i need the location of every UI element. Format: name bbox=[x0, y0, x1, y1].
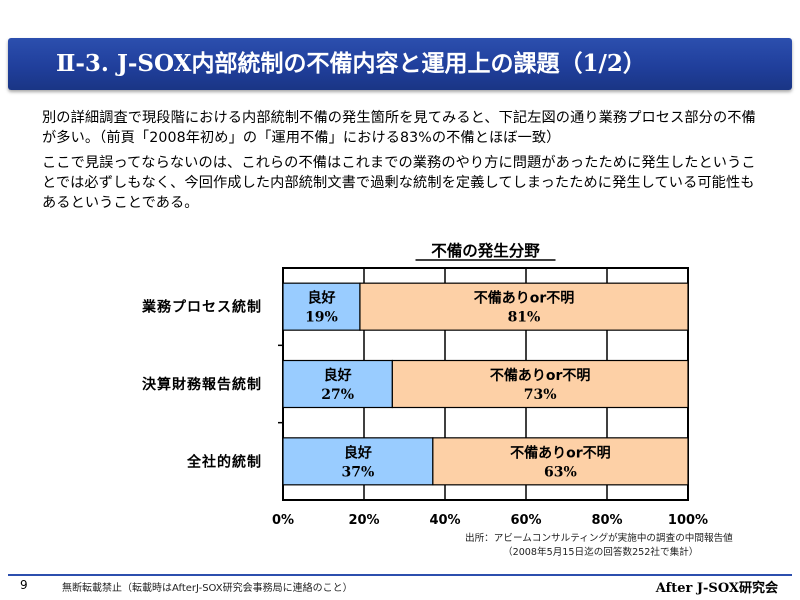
header: Ⅱ-3. J-SOX内部統制の不備内容と運用上の課題（1/2） bbox=[0, 0, 800, 92]
bar-series-label: 良好 bbox=[307, 290, 335, 307]
category-label: 決算財務報告統制 bbox=[142, 376, 262, 393]
x-tick-label: 60% bbox=[510, 513, 541, 528]
bar-series-label: 不備ありor不明 bbox=[490, 367, 591, 384]
page-title: Ⅱ-3. J-SOX内部統制の不備内容と運用上の課題（1/2） bbox=[56, 50, 646, 77]
bar-series-label: 良好 bbox=[344, 444, 372, 461]
bar-value-label: 37% bbox=[342, 464, 375, 480]
bar-segment bbox=[282, 359, 393, 409]
source-line-2: （2008年5月15日迄の回答数252社で集計） bbox=[503, 547, 699, 558]
category-label: 業務プロセス統制 bbox=[141, 299, 262, 316]
footer-divider bbox=[8, 574, 792, 576]
source-note: 出所：アビームコンサルティングが実施中の調査の中間報告値 （2008年5月15日… bbox=[465, 532, 733, 560]
copyright-note: 無断転載禁止（転載時はAfterJ-SOX研究会事務局に連絡のこと） bbox=[62, 583, 353, 594]
bar-value-label: 19% bbox=[305, 310, 338, 326]
x-tick-label: 40% bbox=[429, 513, 460, 528]
bar-segment bbox=[359, 282, 689, 331]
intro-paragraph: 別の詳細調査で現段階における内部統制不備の発生箇所を見てみると、下記左図の通り業… bbox=[42, 110, 756, 146]
x-tick-label: 0% bbox=[272, 513, 294, 528]
bar-value-label: 27% bbox=[321, 387, 354, 403]
bar-series-label: 不備ありor不明 bbox=[510, 444, 611, 461]
title-bar: Ⅱ-3. J-SOX内部統制の不備内容と運用上の課題（1/2） bbox=[8, 38, 792, 90]
bar-segment bbox=[391, 359, 689, 409]
caution-paragraph: ここで見誤ってならないのは、これらの不備はこれまでの業務のやり方に問題があったた… bbox=[42, 155, 756, 211]
chart-title: 不備の発生分野 bbox=[431, 241, 540, 260]
source-line-1: 出所：アビームコンサルティングが実施中の調査の中間報告値 bbox=[465, 533, 733, 544]
organization-name: After J-SOX研究会 bbox=[655, 581, 778, 596]
bar-value-label: 73% bbox=[524, 387, 557, 403]
x-tick-label: 100% bbox=[668, 513, 708, 528]
bar-series-label: 良好 bbox=[324, 367, 352, 384]
x-tick-label: 20% bbox=[348, 513, 379, 528]
bar-value-label: 81% bbox=[508, 310, 541, 326]
category-label: 全社的統制 bbox=[186, 453, 262, 470]
bar-value-label: 63% bbox=[544, 464, 577, 480]
bar-series-label: 不備ありor不明 bbox=[474, 290, 575, 307]
page-number: 9 bbox=[20, 578, 28, 592]
x-tick-label: 80% bbox=[591, 513, 622, 528]
bar-segment bbox=[432, 437, 689, 486]
